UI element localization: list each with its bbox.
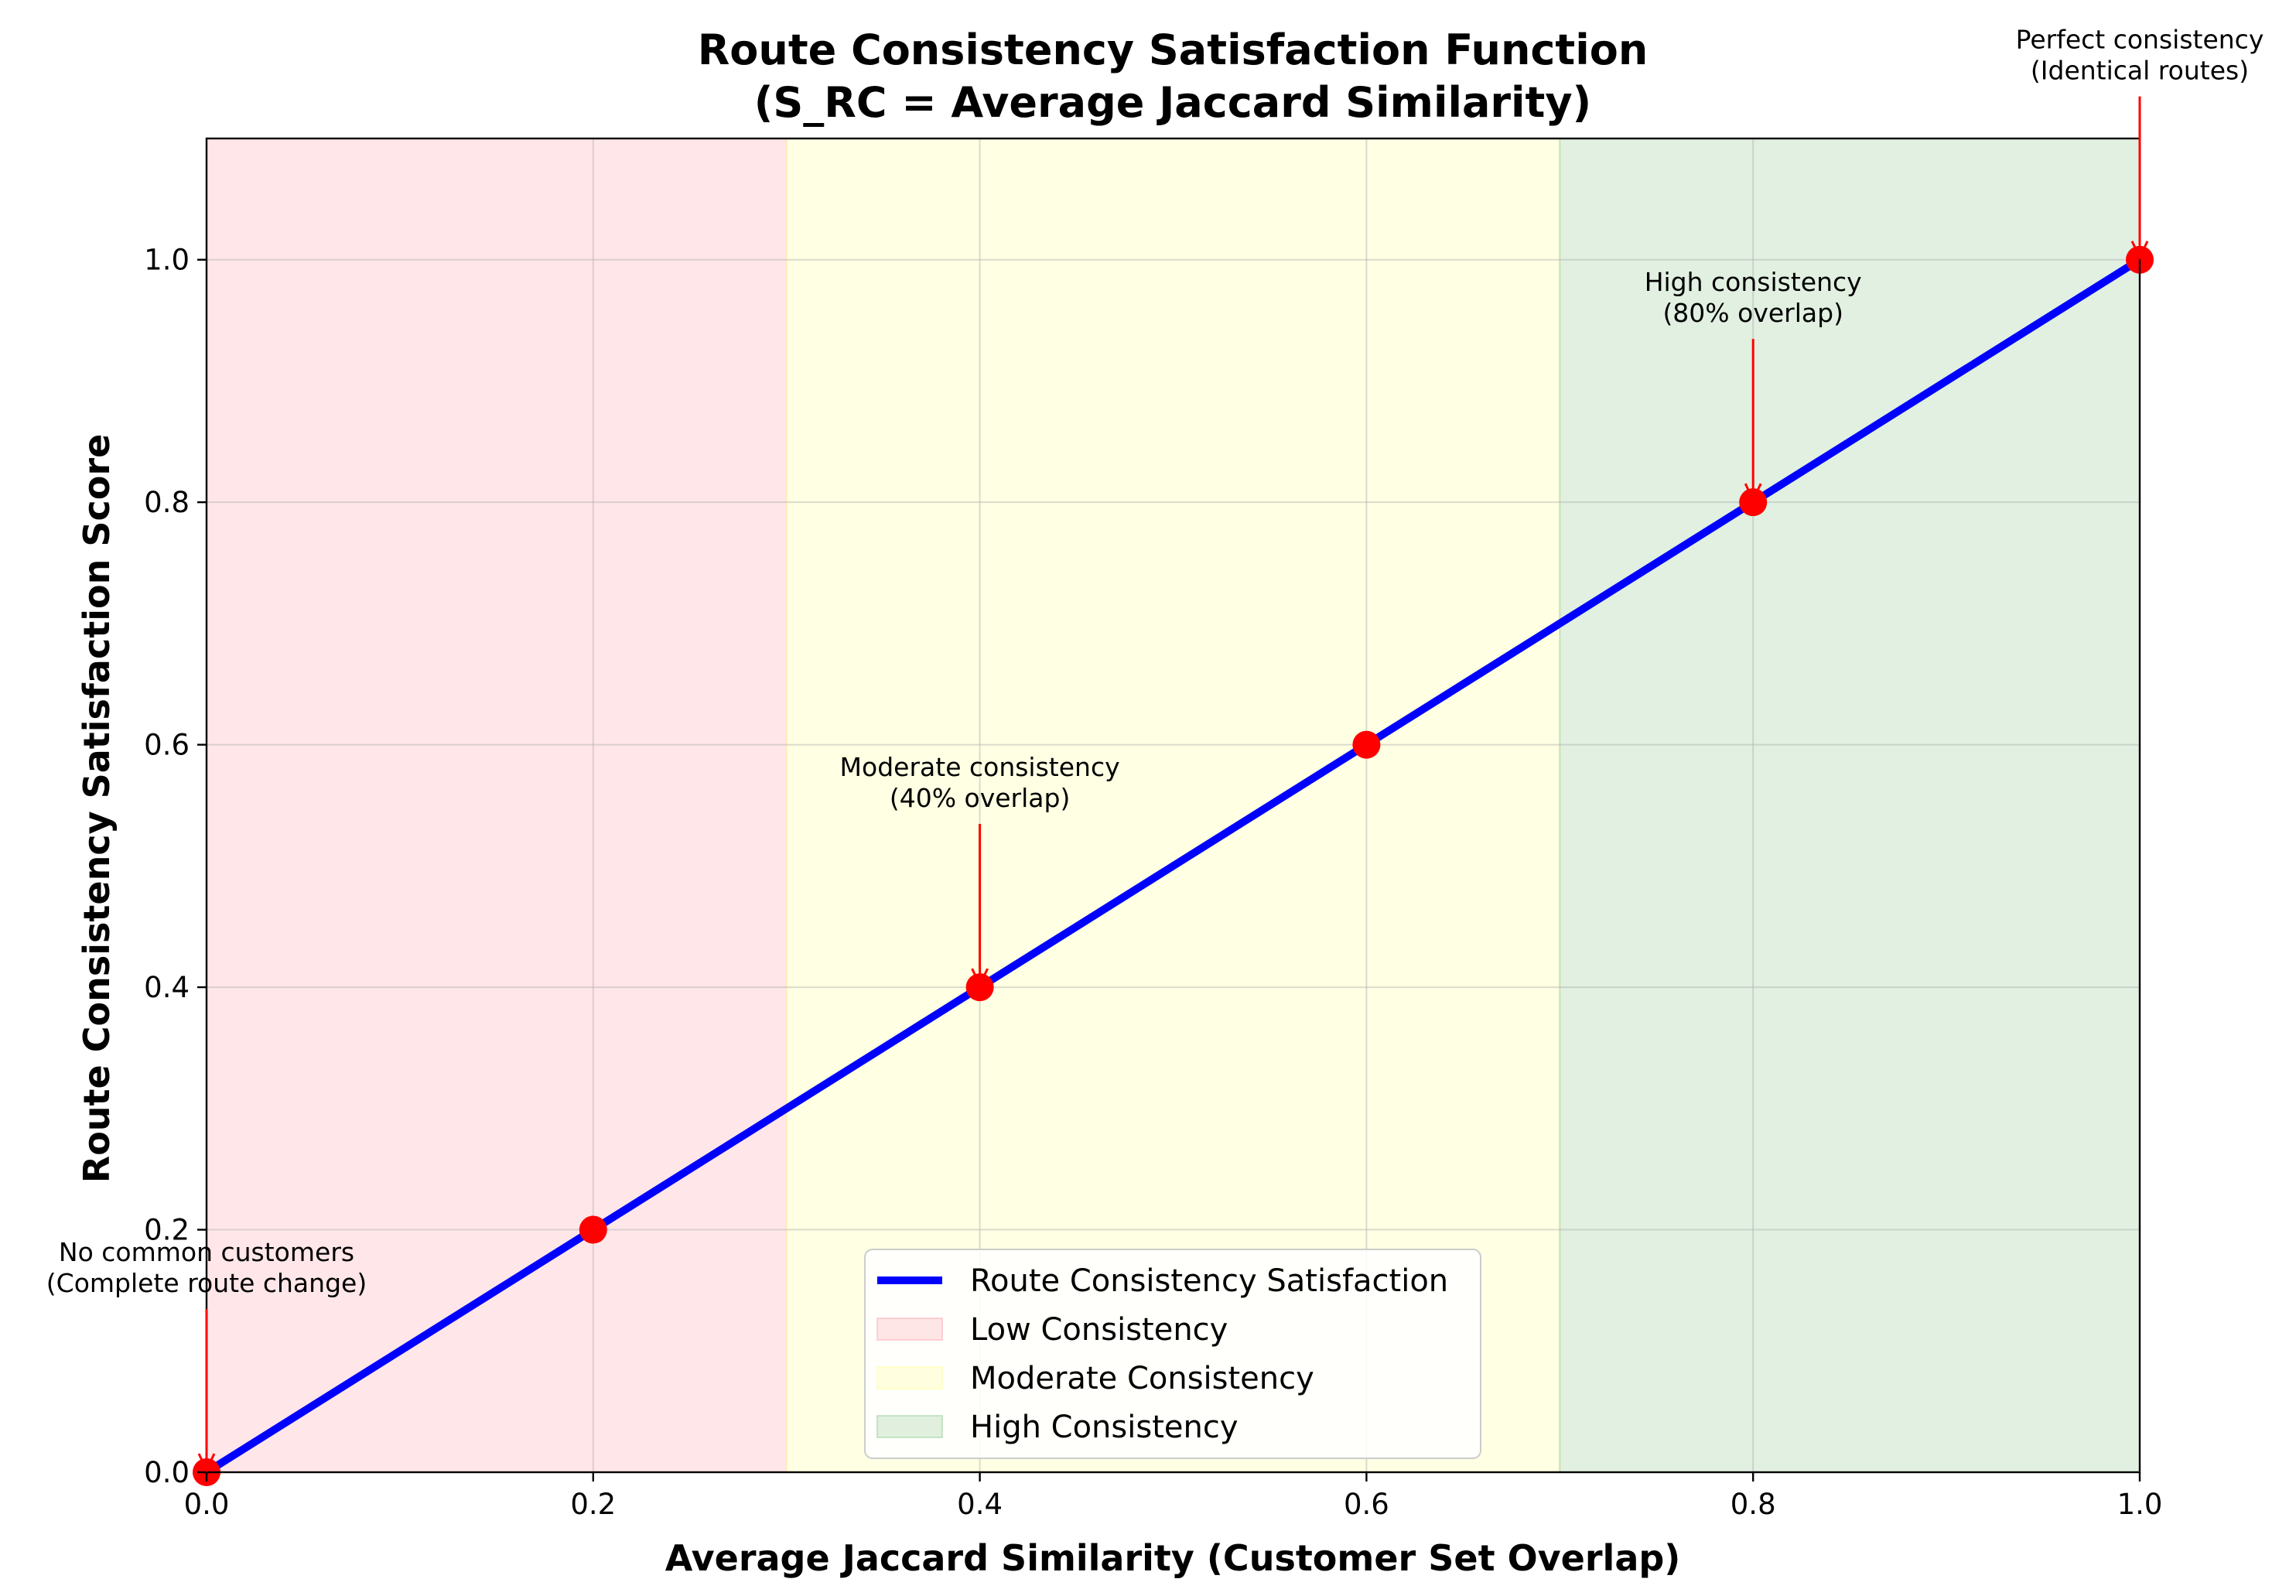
y-tick-label-0-6: 0.6 xyxy=(144,729,190,762)
legend-label-moderate-consistency: Moderate Consistency xyxy=(970,1361,1314,1396)
legend-swatch-high-consistency xyxy=(876,1415,943,1438)
x-tick-label-0-6: 0.6 xyxy=(1344,1488,1389,1521)
y-tick-label-0-4: 0.4 xyxy=(144,971,190,1004)
y-tick-label-0-2: 0.2 xyxy=(144,1214,190,1247)
annotation-arrowhead-3 xyxy=(2130,241,2149,261)
region-low-consistency xyxy=(206,138,788,1473)
legend-label-route-consistency-satisfaction: Route Consistency Satisfaction xyxy=(970,1263,1448,1299)
x-tick-label-1-0: 1.0 xyxy=(2117,1488,2163,1521)
annotation-text-3: Perfect consistency (Identical routes) xyxy=(2016,25,2264,86)
annotation-arrowhead-0 xyxy=(197,1453,216,1473)
x-tick-label-0-4: 0.4 xyxy=(957,1488,1003,1521)
legend: Route Consistency Satisfaction Low Consis… xyxy=(864,1249,1481,1459)
x-tick-label-0-0: 0.0 xyxy=(184,1488,230,1521)
legend-label-high-consistency: High Consistency xyxy=(970,1410,1239,1445)
annotation-text-1: Moderate consistency (40% overlap) xyxy=(840,752,1120,813)
annotations: No common customers (Complete route chang… xyxy=(46,25,2264,1473)
y-axis-label: Route Consistency Satisfaction Score xyxy=(76,434,118,1183)
plot-frame xyxy=(205,137,2141,1474)
chart-title: Route Consistency Satisfaction Function xyxy=(698,26,1649,74)
annotation-text-0: No common customers (Complete route chang… xyxy=(46,1237,367,1298)
x-tick-label-0-8: 0.8 xyxy=(1731,1488,1776,1521)
annotation-arrowhead-1 xyxy=(971,968,989,988)
x-axis-label: Average Jaccard Similarity (Customer Set… xyxy=(665,1537,1681,1579)
legend-box xyxy=(864,1249,1481,1459)
annotation-text-2: High consistency (80% overlap) xyxy=(1645,267,1862,328)
y-tick-label-1-0: 1.0 xyxy=(144,244,190,277)
legend-label-low-consistency: Low Consistency xyxy=(970,1312,1228,1348)
legend-swatch-low-consistency xyxy=(876,1317,943,1341)
region-high-consistency xyxy=(1559,138,2141,1473)
x-tick-label-0-2: 0.2 xyxy=(570,1488,616,1521)
annotation-arrowhead-2 xyxy=(1744,483,1762,503)
data-point-1 xyxy=(579,1215,607,1244)
series-line-route-consistency-satisfaction xyxy=(204,256,2142,1476)
y-tick-label-0-0: 0.0 xyxy=(144,1456,190,1489)
legend-swatch-moderate-consistency xyxy=(876,1366,943,1389)
y-tick-label-0-8: 0.8 xyxy=(144,486,190,519)
data-point-3 xyxy=(1352,730,1381,759)
series-layer xyxy=(204,256,2142,1476)
chart-subtitle: (S_RC = Average Jaccard Similarity) xyxy=(754,78,1592,127)
axis-ticks: 0.0 0.2 0.4 0.6 0.8 1.0 0.0 0.2 0.4 0.6 0.8 1.0 xyxy=(144,244,2162,1521)
